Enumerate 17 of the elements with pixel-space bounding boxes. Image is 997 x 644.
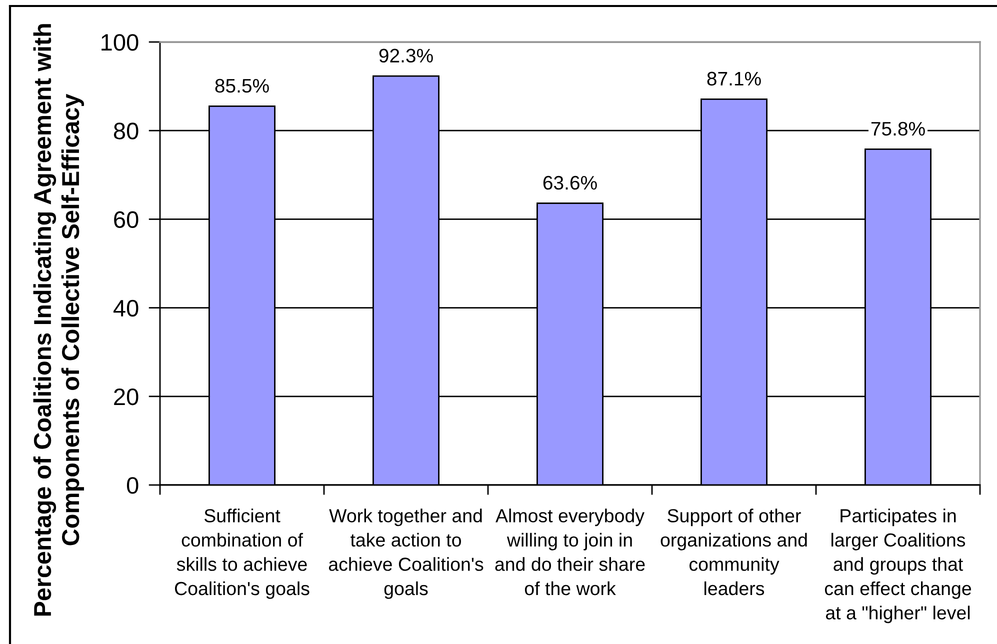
- y-axis-title: Percentage of Coalitions Indicating Agreement with Components of Collective Self-Efficacy: [33, 24, 84, 616]
- y-tick-label: 20: [114, 388, 138, 406]
- y-tick-label: 40: [113, 300, 138, 317]
- y-tick-label: 80: [114, 122, 138, 140]
- y-tick-label: 0: [126, 477, 138, 494]
- x-tick-label: Support of other organizations and community leaders: [660, 508, 807, 596]
- data-label: 92.3%: [379, 48, 433, 63]
- y-tick-label: 100: [102, 34, 138, 51]
- y-tick-label: 60: [114, 211, 138, 228]
- data-label: 75.8%: [871, 122, 925, 136]
- data-label: 87.1%: [707, 72, 761, 86]
- x-tick-label: Work together and take action to achieve Coalition's goals: [328, 508, 484, 599]
- data-label: 63.6%: [543, 176, 597, 190]
- x-tick-label: Sufficient combination of skills to achieve Coalition's goals: [174, 508, 310, 599]
- x-tick-label: Almost everybody willing to join in and do their share of the work: [495, 508, 645, 596]
- data-label: 85.5%: [215, 78, 269, 93]
- x-tick-label: Participates in larger Coalitions and groups that can effect change at a "higher" level: [824, 508, 972, 624]
